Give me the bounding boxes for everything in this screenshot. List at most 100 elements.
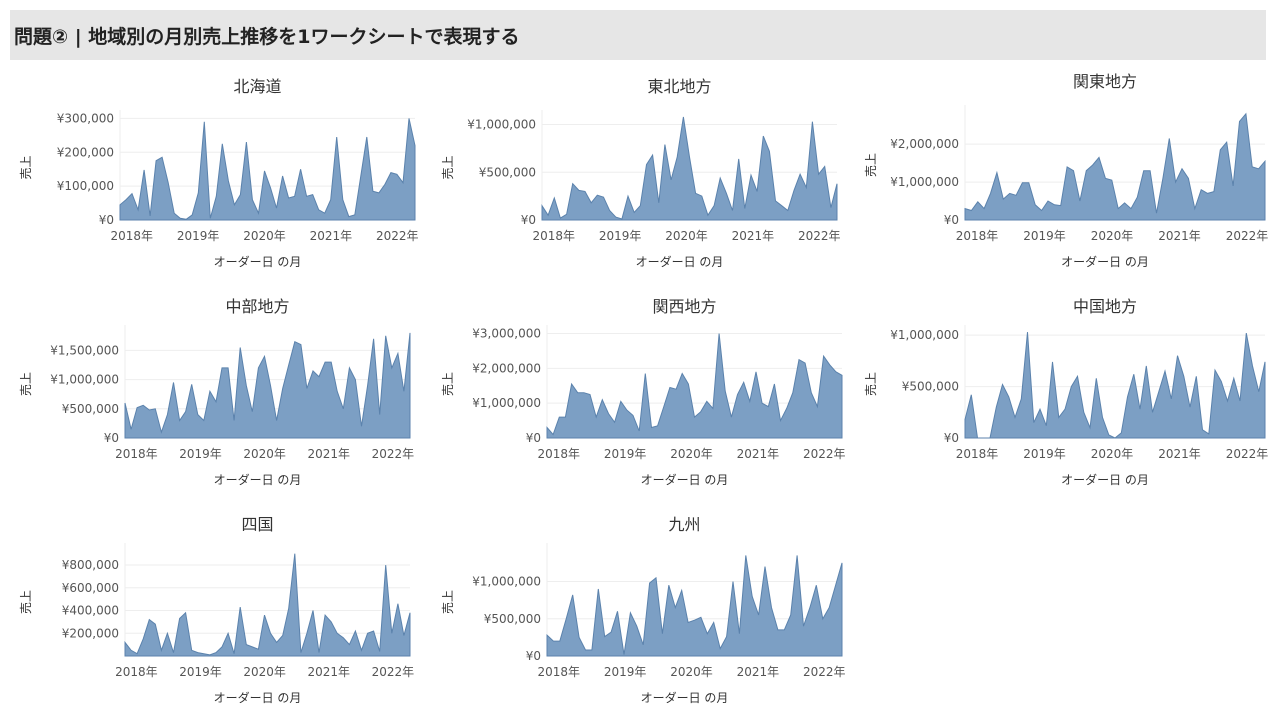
y-tick-label: ¥2,000,000: [472, 361, 541, 375]
x-tick-label: 2019年: [604, 665, 647, 679]
x-tick-label: 2020年: [243, 229, 286, 243]
chart-panel: 四国 ¥200,000 ¥400,000 ¥600,000 ¥800,000 2018年 2…: [18, 515, 414, 705]
x-tick-label: 2018年: [111, 229, 154, 243]
x-tick-label: 2018年: [538, 447, 581, 461]
y-axis-title: 売上: [863, 153, 878, 177]
x-axis-title: オーダー日 の月: [1061, 254, 1149, 269]
chart-title: 九州: [668, 515, 700, 534]
x-tick-label: 2021年: [310, 229, 353, 243]
x-tick-label: 2021年: [1158, 447, 1201, 461]
x-tick-label: 2022年: [376, 229, 419, 243]
x-tick-label: 2019年: [177, 229, 220, 243]
x-tick-label: 2020年: [243, 665, 286, 679]
y-axis-title: 売上: [440, 372, 455, 396]
chart-title: 中部地方: [225, 297, 289, 316]
area-series: [546, 333, 843, 439]
x-tick-label: 2020年: [665, 229, 708, 243]
chart-title: 北海道: [233, 77, 281, 96]
x-tick-label: 2021年: [732, 229, 775, 243]
x-axis-title: オーダー日 の月: [1061, 472, 1149, 487]
chart-panel: 関東地方 ¥0 ¥1,000,000 ¥2,000,000 2018年 2019年 2020…: [863, 72, 1269, 269]
x-axis-title: オーダー日 の月: [641, 690, 729, 705]
title-bar: 問題② | 地域別の月別売上推移を1ワークシートで表現する: [10, 10, 1266, 60]
x-tick-label: 2020年: [1091, 447, 1134, 461]
x-tick-label: 2020年: [670, 665, 713, 679]
y-tick-label: ¥100,000: [57, 179, 114, 193]
x-axis-title: オーダー日 の月: [214, 254, 302, 269]
x-tick-label: 2021年: [1158, 229, 1201, 243]
x-tick-label: 2021年: [308, 665, 351, 679]
x-tick-label: 2019年: [1023, 229, 1066, 243]
chart-title: 関西地方: [652, 297, 716, 316]
area-series: [964, 112, 1266, 221]
y-axis-title: 売上: [440, 590, 455, 614]
y-tick-label: ¥500,000: [484, 612, 541, 626]
x-tick-label: 2022年: [1226, 447, 1269, 461]
y-tick-label: ¥2,000,000: [890, 137, 959, 151]
x-tick-label: 2022年: [798, 229, 841, 243]
y-tick-label: ¥400,000: [62, 604, 119, 618]
y-tick-label: ¥0: [526, 431, 541, 445]
y-tick-label: ¥1,000,000: [467, 118, 536, 132]
x-axis-title: オーダー日 の月: [641, 472, 729, 487]
x-tick-label: 2020年: [670, 447, 713, 461]
y-tick-label: ¥0: [104, 431, 119, 445]
x-tick-label: 2018年: [956, 447, 999, 461]
y-tick-label: ¥0: [99, 213, 114, 227]
y-axis-title: 売上: [18, 372, 33, 396]
y-tick-label: ¥1,000,000: [472, 575, 541, 589]
chart-title: 東北地方: [647, 77, 711, 96]
x-tick-label: 2022年: [1226, 229, 1269, 243]
x-tick-label: 2019年: [1023, 447, 1066, 461]
chart-panel: 東北地方 ¥0 ¥500,000 ¥1,000,000 2018年 2019年 2020年 2…: [440, 77, 841, 269]
area-series: [541, 116, 838, 221]
y-tick-label: ¥200,000: [62, 626, 119, 640]
x-tick-label: 2019年: [179, 665, 222, 679]
area-series: [964, 332, 1266, 439]
y-axis-title: 売上: [18, 590, 33, 614]
chart-panel: 九州 ¥0 ¥500,000 ¥1,000,000 2018年 2019年 2020年 202…: [440, 515, 846, 705]
x-tick-label: 2018年: [533, 229, 576, 243]
chart-panel: 関西地方 ¥0 ¥1,000,000 ¥2,000,000 ¥3,000,000 2018…: [440, 297, 846, 487]
x-tick-label: 2019年: [604, 447, 647, 461]
x-tick-label: 2020年: [1091, 229, 1134, 243]
y-tick-label: ¥500,000: [479, 165, 536, 179]
y-axis-title: 売上: [863, 372, 878, 396]
chart-panel: 中国地方 ¥0 ¥500,000 ¥1,000,000 2018年 2019年 2020年 2…: [863, 297, 1269, 487]
y-tick-label: ¥600,000: [62, 581, 119, 595]
chart-title: 四国: [241, 515, 273, 534]
y-tick-label: ¥1,000,000: [890, 175, 959, 189]
x-tick-label: 2018年: [115, 665, 158, 679]
area-series: [119, 118, 416, 221]
y-tick-label: ¥0: [944, 431, 959, 445]
y-tick-label: ¥800,000: [62, 558, 119, 572]
chart-panel: 北海道 ¥0 ¥100,000 ¥200,000 ¥300,000 2018年 2019年 2…: [18, 77, 419, 269]
x-tick-label: 2019年: [179, 447, 222, 461]
y-tick-label: ¥200,000: [57, 145, 114, 159]
area-series: [546, 555, 843, 657]
y-tick-label: ¥1,000,000: [50, 373, 119, 387]
y-tick-label: ¥300,000: [57, 111, 114, 125]
area-series: [124, 553, 411, 657]
x-tick-label: 2021年: [308, 447, 351, 461]
x-tick-label: 2018年: [956, 229, 999, 243]
x-axis-title: オーダー日 の月: [214, 472, 302, 487]
x-tick-label: 2018年: [115, 447, 158, 461]
y-tick-label: ¥0: [944, 213, 959, 227]
x-axis-title: オーダー日 の月: [214, 690, 302, 705]
x-tick-label: 2022年: [803, 665, 846, 679]
x-tick-label: 2018年: [538, 665, 581, 679]
y-tick-label: ¥0: [526, 649, 541, 663]
y-tick-label: ¥1,500,000: [50, 343, 119, 357]
area-series: [124, 332, 411, 439]
chart-title: 中国地方: [1073, 297, 1137, 316]
chart-panel: 中部地方 ¥0 ¥500,000 ¥1,000,000 ¥1,500,000 2018年 2…: [18, 297, 415, 487]
page-title: 問題② | 地域別の月別売上推移を1ワークシートで表現する: [14, 26, 520, 48]
y-tick-label: ¥500,000: [62, 402, 119, 416]
y-tick-label: ¥500,000: [902, 380, 959, 394]
x-axis-title: オーダー日 の月: [636, 254, 724, 269]
x-tick-label: 2022年: [372, 447, 415, 461]
y-tick-label: ¥1,000,000: [890, 328, 959, 342]
x-tick-label: 2021年: [737, 447, 780, 461]
y-axis-title: 売上: [440, 155, 455, 179]
